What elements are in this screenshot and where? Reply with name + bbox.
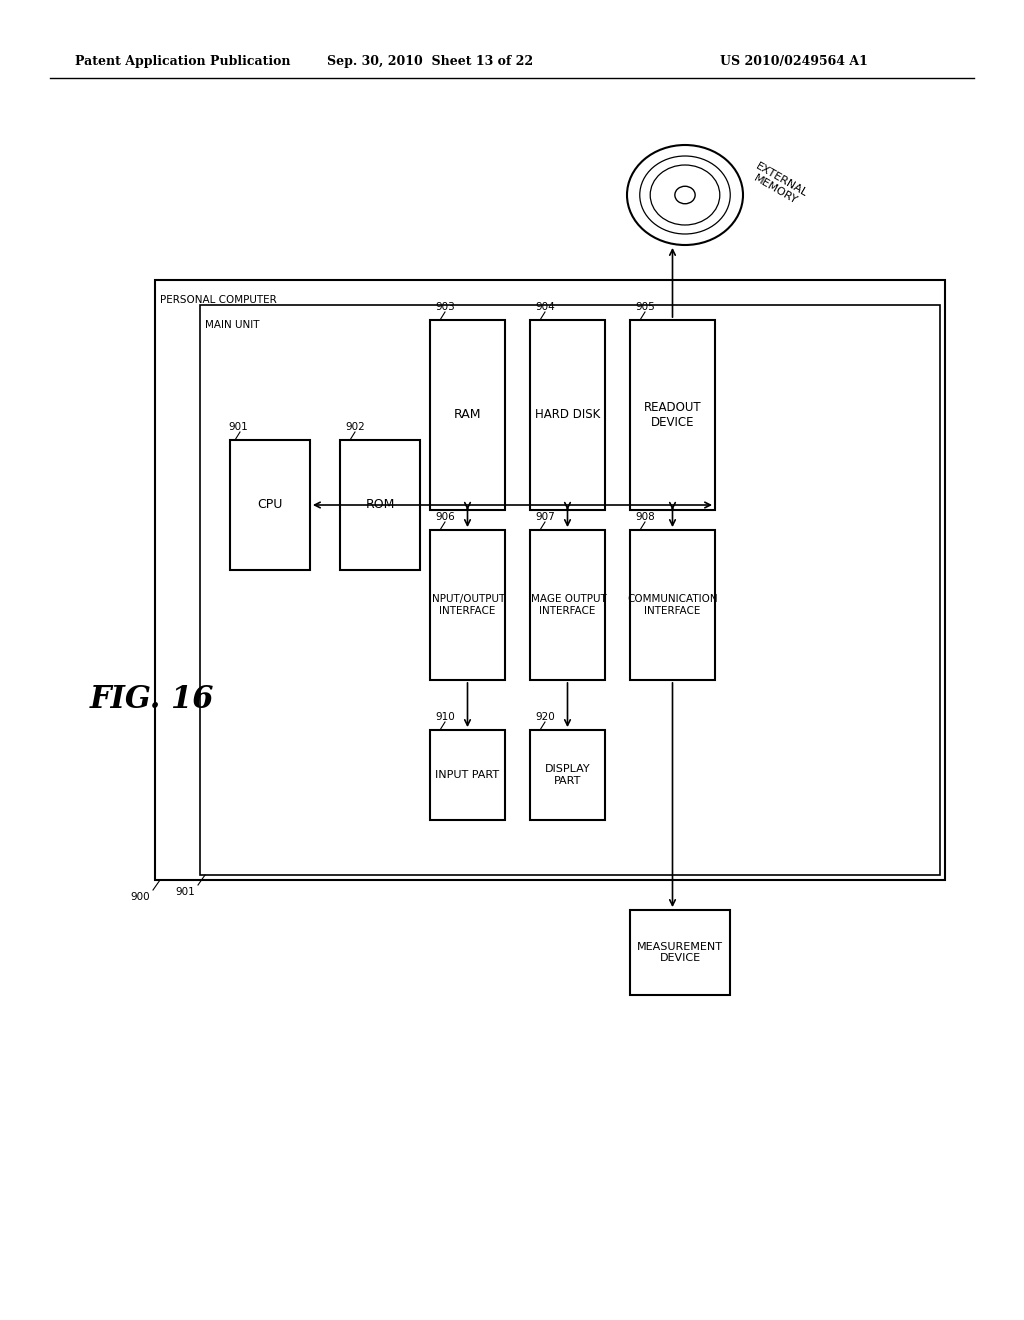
Bar — [630, 531, 715, 680]
Text: IMAGE OUTPUT
INTERFACE: IMAGE OUTPUT INTERFACE — [528, 594, 607, 616]
Text: PERSONAL COMPUTER: PERSONAL COMPUTER — [160, 294, 276, 305]
Text: 904: 904 — [535, 302, 555, 312]
Text: CPU: CPU — [257, 499, 283, 511]
Bar — [155, 280, 945, 880]
Text: MAIN UNIT: MAIN UNIT — [205, 319, 259, 330]
Text: INPUT PART: INPUT PART — [435, 770, 500, 780]
Bar — [630, 909, 730, 995]
Text: READOUT
DEVICE: READOUT DEVICE — [644, 401, 701, 429]
Bar — [230, 440, 310, 570]
Text: 907: 907 — [535, 512, 555, 521]
Ellipse shape — [627, 145, 743, 246]
Text: 906: 906 — [435, 512, 455, 521]
Text: Sep. 30, 2010  Sheet 13 of 22: Sep. 30, 2010 Sheet 13 of 22 — [327, 55, 534, 69]
Text: US 2010/0249564 A1: US 2010/0249564 A1 — [720, 55, 868, 69]
Text: COMMUNICATION
INTERFACE: COMMUNICATION INTERFACE — [627, 594, 718, 616]
Text: 908: 908 — [635, 512, 654, 521]
Text: 920: 920 — [535, 711, 555, 722]
Text: INPUT/OUTPUT
INTERFACE: INPUT/OUTPUT INTERFACE — [429, 594, 506, 616]
Text: 902: 902 — [345, 422, 365, 432]
Text: 901: 901 — [228, 422, 248, 432]
Text: MEASUREMENT
DEVICE: MEASUREMENT DEVICE — [637, 941, 723, 964]
Text: 910: 910 — [435, 711, 455, 722]
Text: RAM: RAM — [454, 408, 481, 421]
Text: Patent Application Publication: Patent Application Publication — [75, 55, 291, 69]
Text: 901: 901 — [175, 887, 195, 898]
Bar — [430, 531, 505, 680]
Bar — [630, 319, 715, 510]
Text: ROM: ROM — [366, 499, 394, 511]
Text: HARD DISK: HARD DISK — [535, 408, 600, 421]
Bar — [530, 319, 605, 510]
Bar — [430, 730, 505, 820]
Bar — [200, 305, 940, 875]
Text: 905: 905 — [635, 302, 654, 312]
Text: 903: 903 — [435, 302, 455, 312]
Text: EXTERNAL
MEMORY: EXTERNAL MEMORY — [748, 161, 809, 209]
Ellipse shape — [675, 186, 695, 203]
Bar — [530, 730, 605, 820]
Text: DISPLAY
PART: DISPLAY PART — [545, 764, 590, 785]
Bar — [530, 531, 605, 680]
Text: FIG. 16: FIG. 16 — [90, 685, 214, 715]
Text: 900: 900 — [130, 892, 150, 902]
Bar — [430, 319, 505, 510]
Bar — [340, 440, 420, 570]
